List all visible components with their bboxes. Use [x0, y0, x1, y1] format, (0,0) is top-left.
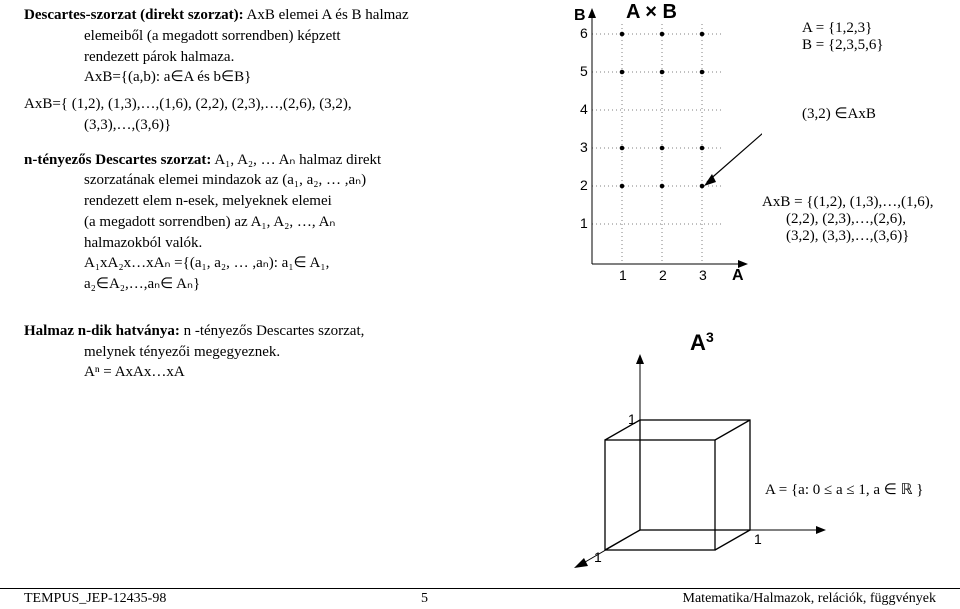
page-footer: TEMPUS_JEP-12435-98 5 Matematika/Halmazo… — [0, 588, 960, 607]
descartes-enum1: AxB={ (1,2), (1,3),…,(1,6), (2,2), (2,3)… — [24, 95, 564, 114]
cube-def: A = {a: 0 ≤ a ≤ 1, a ∈ ℝ } — [765, 480, 935, 499]
svg-text:2: 2 — [580, 177, 588, 193]
descartes-title-rest: AxB elemei A és B halmaz — [244, 7, 409, 23]
svg-text:4: 4 — [580, 101, 588, 117]
svg-text:A: A — [690, 330, 706, 355]
arrow-label: (3,2) ∈AxB — [802, 104, 876, 123]
axb-enum2: (2,2), (2,3),…,(2,6), — [762, 211, 952, 228]
footer-center: 5 — [421, 591, 428, 607]
footer-left: TEMPUS_JEP-12435-98 — [24, 591, 166, 607]
svg-text:2: 2 — [659, 267, 667, 283]
descartes-title-bold: Descartes-szorzat (direkt szorzat): — [24, 7, 244, 23]
ntenyezo-l3: rendezett elem n-esek, melyeknek elemei — [24, 192, 564, 211]
svg-text:5: 5 — [580, 63, 588, 79]
axb-enum1: AxB = {(1,2), (1,3),…,(1,6), — [762, 194, 952, 211]
svg-text:3: 3 — [580, 139, 588, 155]
svg-text:1: 1 — [594, 549, 602, 565]
a-def: A = {1,2,3} — [802, 20, 884, 37]
svg-text:1: 1 — [628, 411, 636, 427]
hatvany-title-bold: Halmaz n-dik hatványa: — [24, 323, 180, 339]
footer-right: Matematika/Halmazok, relációk, függvénye… — [683, 591, 936, 607]
descartes-l3: rendezett párok halmaza. — [24, 48, 564, 67]
svg-text:B: B — [574, 7, 586, 24]
ntenyezo-l4: (a megadott sorrendben) az A₁, A₂, …, Aₙ — [24, 213, 564, 232]
svg-text:3: 3 — [699, 267, 707, 283]
ntenyezo-title-rest: A₁, A₂, … Aₙ halmaz direkt — [211, 152, 381, 168]
svg-text:1: 1 — [580, 215, 588, 231]
cube-svg: 1 1 1 A 3 — [560, 330, 920, 570]
axb-grid-svg: 6 5 4 3 2 1 1 2 3 B A A × B — [562, 4, 762, 284]
svg-text:3: 3 — [706, 330, 714, 345]
svg-text:A: A — [732, 267, 744, 284]
descartes-l2: elemeiből (a megadott sorrendben) képzet… — [24, 27, 564, 46]
cube-diagram: 1 1 1 A 3 A = {a: 0 ≤ a ≤ 1, a ∈ ℝ } — [560, 330, 920, 580]
descartes-formula: AxB={(a,b): a∈A és b∈B} — [24, 68, 564, 87]
ntenyezo-l2: szorzatának elemei mindazok az (a₁, a₂, … — [24, 171, 564, 190]
descartes-enum2: (3,3),…,(3,6)} — [24, 116, 564, 135]
svg-text:1: 1 — [754, 531, 762, 547]
hatvany-title-rest: n -tényezős Descartes szorzat, — [180, 323, 365, 339]
svg-text:1: 1 — [619, 267, 627, 283]
hatvany-l2: melynek tényezői megegyeznek. — [24, 343, 564, 362]
axb-chart: 6 5 4 3 2 1 1 2 3 B A A × B A = {1,2,3} … — [562, 4, 952, 304]
ntenyezo-f2: a₂∈A₂,…,aₙ∈ Aₙ} — [24, 275, 564, 294]
b-def: B = {2,3,5,6} — [802, 37, 884, 54]
ntenyezo-f1: A₁xA₂x…xAₙ ={(a₁, a₂, … ,aₙ): a₁∈ A₁, — [24, 254, 564, 273]
ntenyezo-l5: halmazokból valók. — [24, 234, 564, 253]
ntenyezo-title-bold: n-tényezős Descartes szorzat: — [24, 152, 211, 168]
hatvany-f: Aⁿ = AxAx…xA — [24, 363, 564, 382]
svg-text:6: 6 — [580, 25, 588, 41]
svg-text:A × B: A × B — [626, 4, 677, 23]
axb-enum3: (3,2), (3,3),…,(3,6)} — [762, 228, 952, 245]
